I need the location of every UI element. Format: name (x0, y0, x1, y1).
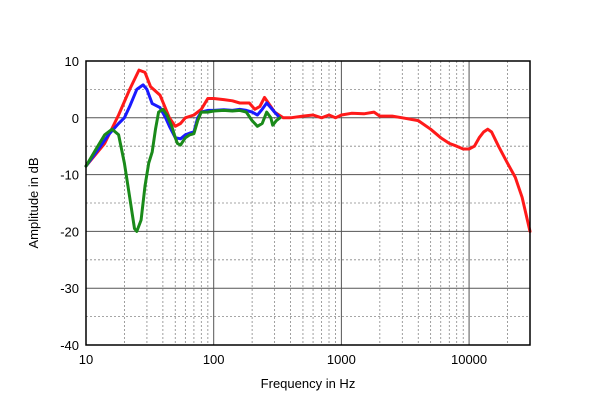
series-group (84, 68, 532, 233)
series-line-1 (84, 68, 532, 233)
x-tick-label: 10000 (451, 352, 487, 367)
x-tick-labels: 10 100 1000 10000 (79, 352, 487, 367)
x-tick-label: 100 (203, 352, 225, 367)
y-axis-label: Amplitude in dB (26, 157, 41, 248)
y-tick-labels: 10 0 -10 -20 -30 -40 (60, 54, 79, 353)
x-tick-label: 10 (79, 352, 93, 367)
y-tick-label: 0 (72, 111, 79, 126)
grid (86, 61, 530, 345)
series-line-3 (84, 107, 282, 233)
series-line-2 (84, 83, 282, 168)
y-tick-label: -10 (60, 168, 79, 183)
x-axis-label: Frequency in Hz (261, 376, 356, 391)
x-tick-label: 1000 (327, 352, 356, 367)
y-tick-label: 10 (65, 54, 79, 69)
plot-frame (85, 60, 531, 346)
y-tick-label: -20 (60, 224, 79, 239)
y-tick-label: -40 (60, 338, 79, 353)
y-tick-label: -30 (60, 281, 79, 296)
